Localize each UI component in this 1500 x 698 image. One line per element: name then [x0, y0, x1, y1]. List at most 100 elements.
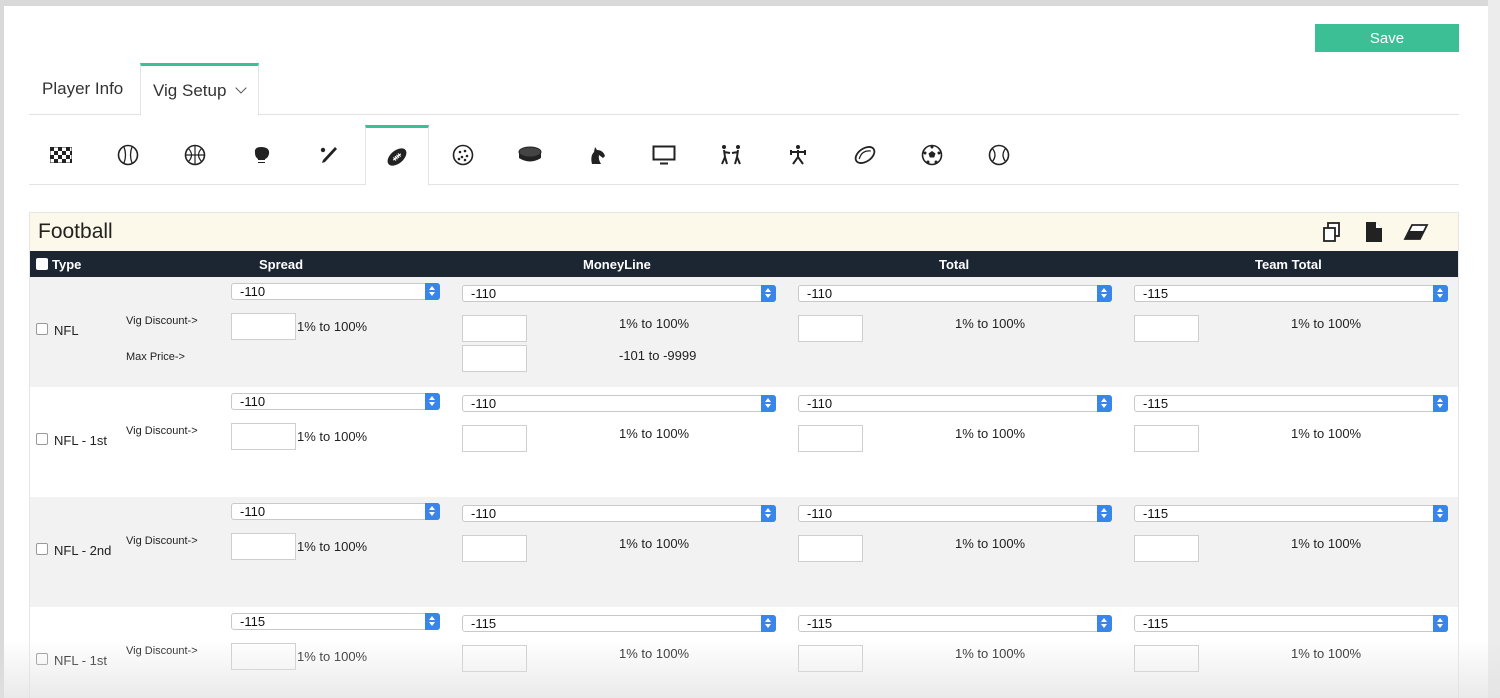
total-range-label: 1% to 100% [955, 316, 1026, 331]
document-icon[interactable] [1364, 221, 1384, 248]
moneyline-vig-input[interactable] [462, 425, 527, 452]
spread-select[interactable]: -115 [231, 613, 440, 630]
sport-tab-golf[interactable] [431, 125, 495, 185]
team-total-vig-input[interactable] [1134, 535, 1199, 562]
soccer-ball-icon [921, 144, 943, 166]
total-range-label: 1% to 100% [955, 646, 1026, 661]
sport-tab-rugby[interactable] [766, 125, 830, 185]
total-value: -110 [807, 286, 833, 301]
spread-vig-input[interactable] [231, 643, 296, 670]
tennis-ball-icon [988, 144, 1010, 166]
spread-value: -110 [240, 504, 266, 519]
team-total-select[interactable]: -115 [1134, 285, 1448, 302]
sport-tab-aussie-rules[interactable] [833, 125, 897, 185]
select-arrows-icon [1097, 395, 1112, 412]
total-vig-input[interactable] [798, 315, 863, 342]
row-checkbox[interactable] [36, 543, 48, 555]
row-name: NFL - 1st [54, 433, 107, 448]
football-section: Football Type Spread MoneyLine Total Tea… [29, 212, 1459, 698]
sport-tab-baseball[interactable] [96, 125, 160, 185]
team-total-select[interactable]: -115 [1134, 615, 1448, 632]
moneyline-select[interactable]: -110 [462, 285, 776, 302]
total-select[interactable]: -110 [798, 395, 1112, 412]
main-panel: Save Player Info Vig Setup [4, 6, 1488, 698]
spread-range-label: 1% to 100% [297, 319, 368, 334]
moneyline-value: -115 [471, 616, 497, 631]
total-select[interactable]: -110 [798, 505, 1112, 522]
sport-tab-tennis[interactable] [967, 125, 1031, 185]
sport-tab-soccer[interactable] [900, 125, 964, 185]
team-total-range-label: 1% to 100% [1291, 426, 1362, 441]
row-name: NFL - 2nd [54, 543, 112, 558]
select-arrows-icon [1433, 285, 1448, 302]
eraser-icon[interactable] [1403, 221, 1429, 248]
moneyline-max-price-input[interactable] [462, 345, 527, 372]
team-total-vig-input[interactable] [1134, 645, 1199, 672]
tab-vig-setup-label: Vig Setup [153, 80, 227, 100]
row-checkbox[interactable] [36, 323, 48, 335]
table-row: NFL - 2nd Vig Discount-> -110 1% to 100%… [30, 497, 1458, 607]
section-header: Football [30, 213, 1458, 251]
spread-vig-input[interactable] [231, 313, 296, 340]
moneyline-select[interactable]: -110 [462, 395, 776, 412]
team-total-select[interactable]: -115 [1134, 395, 1448, 412]
team-total-select[interactable]: -115 [1134, 505, 1448, 522]
select-arrows-icon [425, 613, 440, 630]
moneyline-select[interactable]: -110 [462, 505, 776, 522]
rugby-icon [790, 145, 806, 165]
row-checkbox[interactable] [36, 653, 48, 665]
sport-tab-esports[interactable] [632, 125, 696, 185]
row-checkbox[interactable] [36, 433, 48, 445]
save-button[interactable]: Save [1315, 24, 1459, 52]
sport-tab-basketball[interactable] [163, 125, 227, 185]
copy-icon[interactable] [1321, 221, 1343, 248]
total-vig-input[interactable] [798, 425, 863, 452]
sport-tab-football[interactable] [365, 125, 429, 186]
spread-select[interactable]: -110 [231, 283, 440, 300]
total-value: -110 [807, 506, 833, 521]
moneyline-select[interactable]: -115 [462, 615, 776, 632]
moneyline-range-label: 1% to 100% [619, 426, 690, 441]
moneyline-vig-input[interactable] [462, 315, 527, 342]
total-vig-input[interactable] [798, 535, 863, 562]
spread-vig-input[interactable] [231, 533, 296, 560]
sport-tab-horse-racing[interactable] [565, 125, 629, 185]
team-total-vig-input[interactable] [1134, 315, 1199, 342]
total-select[interactable]: -110 [798, 285, 1112, 302]
tab-vig-setup[interactable]: Vig Setup [140, 63, 259, 116]
column-total: Total [939, 257, 970, 272]
vig-discount-label: Vig Discount-> [126, 645, 198, 657]
moneyline-value: -110 [471, 396, 497, 411]
vertical-scrollbar[interactable] [1488, 0, 1500, 698]
sport-tab-hockey[interactable] [498, 125, 562, 185]
row-name: NFL - 1st [54, 653, 107, 668]
select-arrows-icon [761, 505, 776, 522]
table-row: NFL - 1st Vig Discount-> -110 1% to 100%… [30, 387, 1458, 497]
spread-select[interactable]: -110 [231, 503, 440, 520]
column-spread: Spread [259, 257, 304, 272]
sport-tab-racing[interactable] [29, 125, 93, 185]
golf-ball-icon [452, 144, 474, 166]
column-type: Type [52, 257, 82, 272]
sport-tab-cricket[interactable] [297, 125, 361, 185]
select-arrows-icon [425, 283, 440, 300]
sport-tab-fighting[interactable] [699, 125, 763, 185]
select-all-checkbox[interactable] [36, 258, 48, 270]
moneyline-vig-input[interactable] [462, 535, 527, 562]
total-vig-input[interactable] [798, 645, 863, 672]
section-title: Football [38, 220, 113, 243]
total-select[interactable]: -115 [798, 615, 1112, 632]
moneyline-vig-input[interactable] [462, 645, 527, 672]
select-arrows-icon [761, 395, 776, 412]
team-total-value: -115 [1143, 286, 1169, 301]
sport-tab-boxing[interactable] [230, 125, 294, 185]
chevron-down-icon [235, 82, 248, 94]
spread-vig-input[interactable] [231, 423, 296, 450]
select-arrows-icon [761, 285, 776, 302]
vig-discount-label: Vig Discount-> [126, 425, 198, 437]
team-total-vig-input[interactable] [1134, 425, 1199, 452]
spread-range-label: 1% to 100% [297, 539, 368, 554]
spread-select[interactable]: -110 [231, 393, 440, 410]
spread-value: -110 [240, 284, 266, 299]
tab-player-info[interactable]: Player Info [42, 63, 123, 115]
